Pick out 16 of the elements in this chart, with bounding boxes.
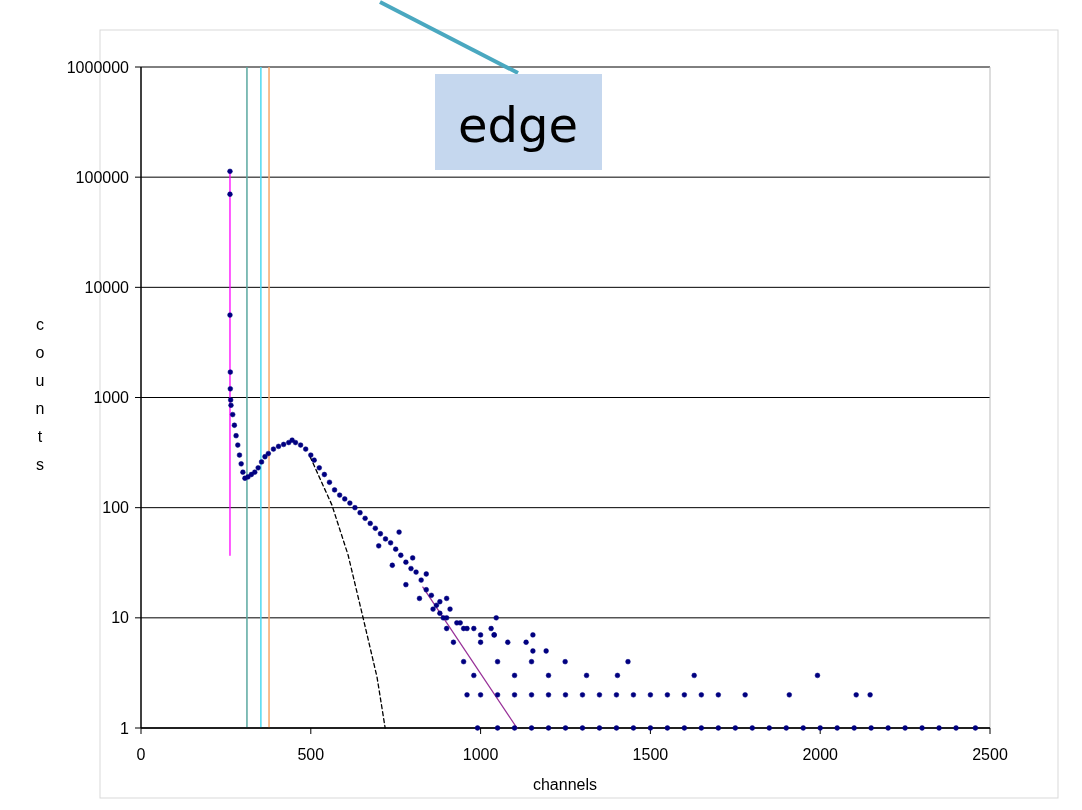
y-tick-label: 1000000 (66, 58, 130, 76)
y-tick-label: 10 (111, 609, 130, 627)
y-axis-title: counts (35, 316, 45, 473)
x-tick-label: 1500 (632, 746, 669, 763)
y-tick-label: 1 (120, 719, 130, 737)
x-tick-label: 2500 (972, 746, 1008, 763)
annotation: edge (458, 96, 578, 153)
y-tick-label: 100 (102, 499, 130, 517)
x-tick-label: 1000 (462, 746, 499, 763)
y-tick-label: 1000 (93, 389, 130, 407)
y-tick-label: 100000 (75, 168, 130, 186)
x-tick-label: 2000 (802, 746, 839, 763)
x-tick-label: 0 (136, 746, 146, 763)
x-tick-label: 500 (297, 746, 325, 763)
y-tick-label: 10000 (84, 278, 130, 296)
x-axis-title: channels (532, 776, 598, 793)
